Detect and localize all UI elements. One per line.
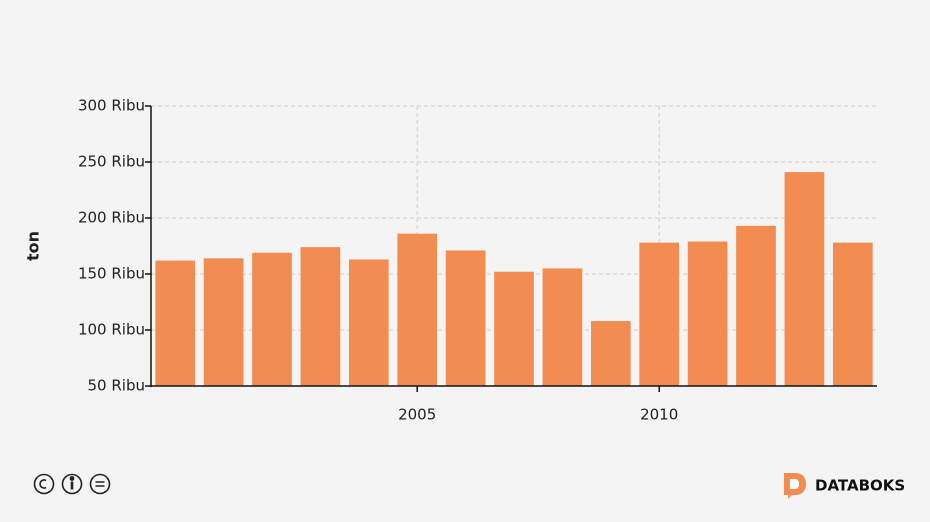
bar bbox=[639, 242, 680, 386]
bar bbox=[252, 252, 292, 386]
y-tick-label: 150 Ribu bbox=[78, 265, 145, 283]
brand-name: DATABOKS bbox=[815, 477, 905, 495]
y-tick-label: 100 Ribu bbox=[78, 321, 145, 339]
bar bbox=[203, 258, 244, 386]
bar bbox=[590, 321, 631, 386]
y-tick-label: 250 Ribu bbox=[78, 153, 145, 171]
bar bbox=[445, 250, 486, 386]
bar bbox=[784, 172, 825, 386]
y-tick-label: 200 Ribu bbox=[78, 209, 145, 227]
y-axis-label: ton bbox=[24, 231, 43, 261]
bar bbox=[736, 225, 776, 386]
bar bbox=[348, 259, 389, 386]
bars bbox=[155, 172, 873, 386]
bar bbox=[832, 242, 873, 386]
y-tick-label: 300 Ribu bbox=[78, 97, 145, 115]
license-icons bbox=[33, 473, 111, 495]
bar bbox=[542, 268, 583, 386]
bar bbox=[155, 260, 196, 386]
bar bbox=[494, 271, 534, 386]
bar bbox=[397, 233, 438, 386]
y-tick-label: 50 Ribu bbox=[88, 377, 145, 395]
x-tick-label: 2010 bbox=[640, 406, 678, 424]
brand-logo bbox=[784, 473, 806, 499]
x-tick-label: 2005 bbox=[398, 406, 436, 424]
bar bbox=[300, 247, 341, 386]
bar bbox=[687, 241, 728, 386]
